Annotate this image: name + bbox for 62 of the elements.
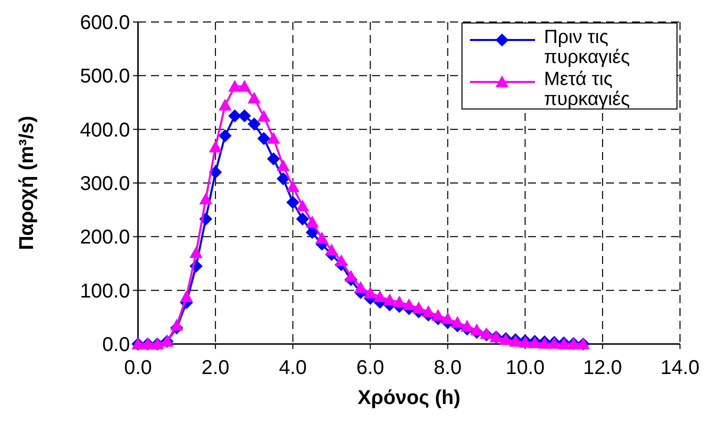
point <box>170 318 184 330</box>
x-tick-label: 8.0 <box>434 357 462 379</box>
point <box>286 180 300 192</box>
y-tick-label: 0.0 <box>102 334 130 356</box>
point <box>248 92 261 104</box>
point <box>218 129 232 142</box>
point <box>248 117 261 130</box>
point <box>238 80 251 92</box>
point <box>190 246 203 258</box>
point <box>180 290 193 302</box>
point <box>199 192 212 204</box>
y-tick-label: 100.0 <box>80 280 130 302</box>
point <box>441 312 454 324</box>
point <box>208 140 222 152</box>
point <box>286 196 300 209</box>
point <box>344 270 358 282</box>
point <box>402 298 416 310</box>
x-axis-title: Χρόνος (h) <box>358 387 460 409</box>
point <box>228 109 242 122</box>
x-tick-label: 14.0 <box>660 357 700 379</box>
x-tick-label: 12.0 <box>583 357 622 379</box>
point <box>296 200 310 212</box>
point <box>306 226 319 239</box>
legend-label: Πριν τις πυρκαγιές <box>544 27 630 68</box>
point <box>392 296 406 308</box>
point <box>267 132 280 144</box>
x-tick-label: 6.0 <box>356 357 384 379</box>
x-tick-label: 4.0 <box>278 357 307 379</box>
point <box>460 320 474 332</box>
point <box>315 232 328 244</box>
point <box>422 305 435 317</box>
x-tick-label: 0.0 <box>124 357 152 379</box>
point <box>412 302 426 314</box>
point <box>208 166 222 179</box>
point <box>354 281 368 293</box>
point <box>257 132 270 145</box>
y-tick-label: 600.0 <box>80 12 130 34</box>
point <box>450 316 464 328</box>
point <box>306 216 319 228</box>
point <box>373 290 386 302</box>
legend-label: Μετά τις πυρκαγιές <box>544 69 630 110</box>
point <box>364 286 377 298</box>
point <box>470 324 484 336</box>
x-tick-label: 10.0 <box>506 357 545 379</box>
y-axis-title: Παροχή (m³/s) <box>16 116 38 250</box>
y-tick-label: 300.0 <box>80 173 130 195</box>
y-tick-label: 400.0 <box>80 119 130 142</box>
point <box>383 293 396 306</box>
point <box>218 98 232 110</box>
point <box>334 254 348 266</box>
y-tick-label: 500.0 <box>80 66 130 88</box>
point <box>228 80 242 92</box>
point <box>276 159 290 172</box>
point <box>238 109 251 122</box>
x-tick-label: 2.0 <box>202 357 230 379</box>
point <box>257 110 270 122</box>
point <box>276 172 290 186</box>
point <box>432 309 445 321</box>
point <box>296 212 310 226</box>
y-tick-label: 200.0 <box>80 226 130 249</box>
point <box>325 244 338 256</box>
point <box>267 152 280 166</box>
